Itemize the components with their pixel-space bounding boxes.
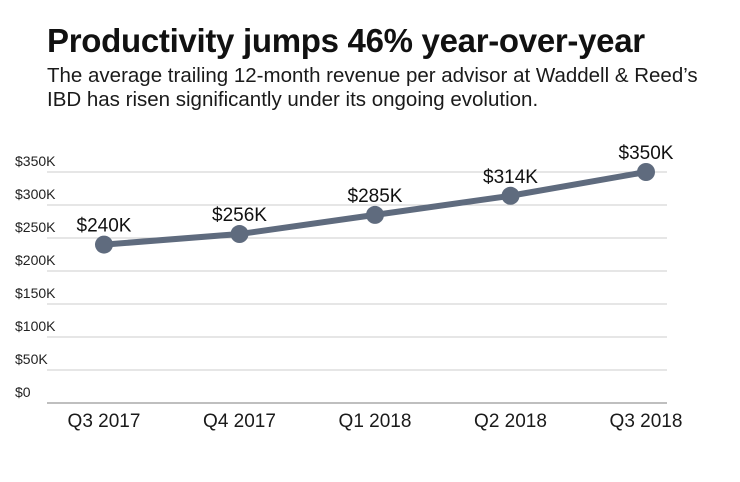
data-point: [95, 235, 113, 254]
data-point: [366, 205, 384, 224]
y-tick-label: $350K: [15, 153, 56, 169]
x-tick-label: Q3 2017: [68, 411, 141, 432]
data-label: $240K: [77, 216, 132, 237]
x-tick-label: Q3 2018: [610, 411, 683, 432]
data-label: $256K: [212, 205, 267, 226]
y-tick-label: $100K: [15, 318, 56, 334]
data-point: [637, 163, 655, 181]
y-tick-label: $150K: [15, 285, 56, 301]
series-line: [95, 163, 655, 254]
x-axis-tick-labels: Q3 2017 Q4 2017 Q1 2018 Q2 2018 Q3 2018: [68, 411, 683, 432]
data-labels: $240K $256K $285K $314K $350K: [77, 143, 674, 237]
data-label: $285K: [348, 186, 403, 207]
data-label: $350K: [619, 143, 674, 164]
x-tick-label: Q2 2018: [474, 411, 547, 432]
y-tick-label: $0: [15, 384, 31, 400]
y-tick-label: $50K: [15, 351, 48, 367]
chart-subtitle: The average trailing 12-month revenue pe…: [47, 64, 698, 111]
data-point: [230, 225, 249, 244]
x-tick-label: Q4 2017: [203, 411, 276, 432]
chart-title: Productivity jumps 46% year-over-year: [47, 22, 645, 59]
y-tick-label: $250K: [15, 219, 56, 235]
x-tick-label: Q1 2018: [339, 411, 412, 432]
y-tick-label: $300K: [15, 186, 56, 202]
y-axis-tick-labels: $0 $50K $100K $150K $200K $250K $300K $350K: [15, 153, 56, 400]
gridlines: [47, 171, 667, 404]
y-tick-label: $200K: [15, 252, 56, 268]
data-point: [501, 186, 520, 205]
data-label: $314K: [483, 167, 538, 188]
